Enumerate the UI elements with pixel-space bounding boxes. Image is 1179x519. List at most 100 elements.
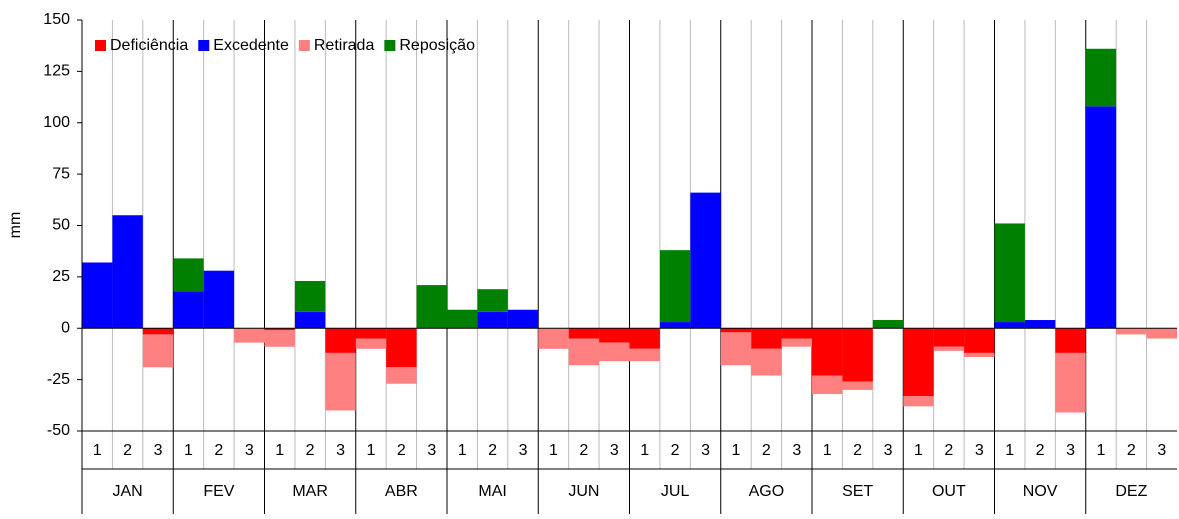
- bar: [903, 328, 934, 397]
- y-tick-label: 150: [43, 11, 70, 28]
- x-tick-label: 3: [701, 442, 710, 459]
- legend-swatch: [298, 40, 310, 51]
- bar: [1024, 320, 1056, 329]
- bar: [234, 328, 265, 343]
- x-tick-label: 3: [519, 442, 528, 459]
- x-tick-label: 2: [853, 442, 862, 459]
- bar: [1055, 328, 1086, 353]
- bar: [933, 328, 965, 347]
- bar: [720, 332, 752, 366]
- bar: [629, 348, 660, 362]
- legend-swatch: [95, 40, 106, 51]
- legend-label: Reposição: [399, 37, 475, 54]
- bar: [1085, 106, 1117, 329]
- y-tick-label: 75: [52, 165, 70, 182]
- bar: [447, 309, 478, 329]
- x-tick-label: 2: [1036, 442, 1045, 459]
- group-label: AGO: [749, 483, 785, 500]
- bar: [812, 328, 843, 376]
- x-tick-label: 1: [823, 442, 832, 459]
- bar: [781, 338, 812, 347]
- x-tick-label: 3: [610, 442, 619, 459]
- bar: [1146, 328, 1177, 339]
- x-tick-label: 1: [549, 442, 558, 459]
- group-label: MAR: [292, 483, 328, 500]
- y-axis-label: mm: [7, 212, 24, 239]
- bar: [781, 328, 812, 339]
- x-tick-label: 3: [1066, 442, 1075, 459]
- x-tick-label: 3: [792, 442, 801, 459]
- x-tick-label: 2: [579, 442, 588, 459]
- group-label: JUL: [661, 483, 690, 500]
- group-label: MAI: [478, 483, 506, 500]
- bar: [325, 328, 356, 353]
- bar: [1085, 48, 1117, 107]
- x-tick-label: 1: [367, 442, 376, 459]
- x-tick-label: 1: [275, 442, 284, 459]
- bar: [599, 328, 630, 343]
- bar: [294, 311, 326, 329]
- legend-swatch: [384, 40, 396, 51]
- group-label: FEV: [203, 483, 234, 500]
- bar: [599, 342, 630, 362]
- legend-label: Deficiência: [110, 37, 188, 54]
- x-tick-label: 3: [336, 442, 345, 459]
- bar: [386, 367, 417, 384]
- bar: [264, 330, 295, 347]
- bar: [933, 346, 965, 351]
- bar: [964, 328, 995, 353]
- x-tick-label: 1: [1097, 442, 1106, 459]
- bar: [416, 285, 447, 329]
- bar: [872, 320, 904, 329]
- bar: [203, 270, 235, 329]
- bar: [751, 348, 782, 376]
- x-tick-label: 2: [123, 442, 132, 459]
- bar: [477, 311, 508, 329]
- y-tick-label: 50: [52, 217, 70, 234]
- bar: [659, 250, 691, 323]
- x-tick-label: 1: [184, 442, 193, 459]
- bar: [538, 328, 569, 349]
- x-tick-label: 2: [214, 442, 223, 459]
- x-tick-label: 1: [640, 442, 649, 459]
- bar: [112, 215, 143, 329]
- x-tick-label: 3: [884, 442, 893, 459]
- y-tick-label: -25: [47, 371, 70, 388]
- x-tick-label: 1: [914, 442, 923, 459]
- bar: [173, 291, 204, 329]
- bar: [994, 223, 1025, 323]
- bar: [842, 381, 873, 390]
- y-tick-label: 100: [43, 114, 70, 131]
- x-tick-label: 1: [458, 442, 467, 459]
- group-label: SET: [842, 483, 873, 500]
- x-tick-label: 2: [397, 442, 406, 459]
- x-tick-label: 3: [427, 442, 436, 459]
- bar: [142, 334, 174, 368]
- group-label: NOV: [1023, 483, 1058, 500]
- y-tick-label: -50: [47, 422, 70, 439]
- x-tick-label: 1: [93, 442, 102, 459]
- group-label: DEZ: [1115, 483, 1147, 500]
- bar: [751, 328, 782, 349]
- x-tick-label: 2: [306, 442, 315, 459]
- x-tick-label: 1: [732, 442, 741, 459]
- y-tick-label: 0: [61, 319, 70, 336]
- bar: [142, 328, 174, 335]
- bar: [355, 328, 387, 339]
- bar: [994, 322, 1025, 329]
- bar: [1116, 328, 1147, 335]
- bar: [690, 192, 721, 329]
- x-tick-label: 2: [1127, 442, 1136, 459]
- bar: [629, 328, 660, 349]
- x-tick-label: 3: [975, 442, 984, 459]
- bar: [842, 328, 873, 382]
- group-label: JUN: [568, 483, 599, 500]
- bar: [386, 328, 417, 368]
- x-tick-label: 3: [154, 442, 163, 459]
- group-label: OUT: [932, 483, 966, 500]
- bar: [507, 309, 539, 329]
- y-tick-label: 25: [52, 268, 70, 285]
- bar: [903, 396, 934, 407]
- group-label: JAN: [113, 483, 143, 500]
- bar: [294, 280, 326, 312]
